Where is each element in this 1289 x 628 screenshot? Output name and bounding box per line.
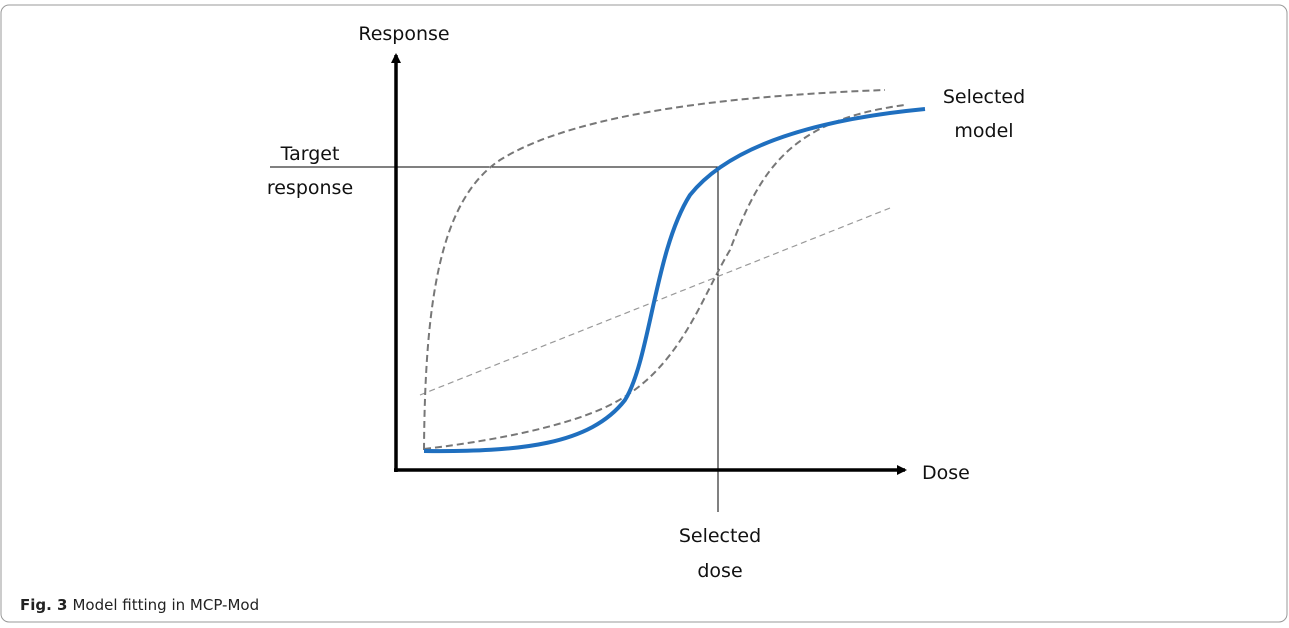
dose-label: dose [697,560,742,582]
caption: Fig. 3 Model fitting in MCP-Mod [20,596,259,614]
caption-label: Fig. 3 [20,596,67,614]
model-label: model [954,120,1013,142]
sigmoid-model [423,104,906,450]
frame [0,4,1288,623]
selected-model-curve [423,107,926,454]
target-label: Target [280,143,340,165]
target-lines [270,166,719,512]
emax-model [423,89,886,451]
x-axis-label: Dose [922,462,970,484]
y-axis-label: Response [358,23,449,45]
model-label: Selected [943,86,1025,108]
caption-text: Model fitting in MCP-Mod [72,596,259,614]
dose-label: Selected [679,525,761,547]
target-label: response [267,177,353,199]
